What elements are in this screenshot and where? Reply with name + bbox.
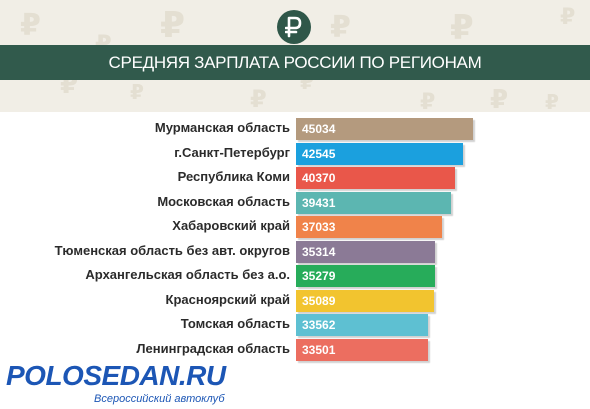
background-ruble-glyph: ₽	[560, 5, 576, 30]
category-label: Тюменская область без авт. округов	[54, 242, 290, 258]
chart-row: Московская область 39431	[0, 190, 590, 214]
chart-row: Хабаровский край 37033	[0, 214, 590, 238]
bar: 35279	[296, 265, 435, 287]
title-band: СРЕДНЯЯ ЗАРПЛАТА РОССИИ ПО РЕГИОНАМ	[0, 45, 590, 80]
background-ruble-glyph: ₽	[420, 90, 436, 115]
watermark: POLOSEDAN.RU Всероссийский автоклуб	[6, 360, 266, 409]
chart-row: г.Санкт-Петербург 42545	[0, 141, 590, 165]
category-label: Республика Коми	[177, 169, 290, 184]
bar-value-label: 45034	[302, 122, 336, 136]
background-ruble-glyph: ₽	[450, 8, 474, 48]
chart-row: Томская область 33562	[0, 312, 590, 336]
bar-value-label: 40370	[302, 171, 336, 185]
chart-row: Тюменская область без авт. округов 35314	[0, 239, 590, 263]
bar-value-label: 35314	[302, 244, 336, 259]
bar-value-label: 37033	[302, 220, 336, 234]
bar-value-label: 33562	[302, 318, 336, 332]
bar-value-label: 33501	[302, 342, 336, 357]
watermark-logo-text: POLOSEDAN.RU	[6, 360, 226, 391]
chart-area: Мурманская область 45034 г.Санкт-Петербург…	[0, 112, 590, 409]
category-label: г.Санкт-Петербург	[174, 144, 290, 160]
bar-value-label: 39431	[302, 195, 336, 210]
ruble-icon	[277, 10, 311, 44]
watermark-subtitle: Всероссийский автоклуб	[94, 393, 225, 405]
background-ruble-glyph: ₽	[160, 5, 186, 46]
bar: 42545	[296, 142, 463, 165]
background-ruble-glyph: ₽	[330, 10, 351, 45]
chart-title: СРЕДНЯЯ ЗАРПЛАТА РОССИИ ПО РЕГИОНАМ	[108, 52, 482, 72]
background-ruble-glyph: ₽	[20, 8, 41, 43]
bar-value-label: 35089	[302, 293, 336, 308]
bar-value-label: 35279	[302, 269, 336, 283]
chart-row: Республика Коми 40370	[0, 165, 590, 189]
chart-row: Мурманская область 45034	[0, 116, 590, 140]
bar: 35314	[296, 240, 435, 263]
category-label: Архангельская область без а.о.	[85, 267, 290, 282]
category-label: Красноярский край	[165, 291, 290, 307]
background-ruble-glyph: ₽	[130, 80, 144, 104]
bar: 35089	[296, 289, 434, 312]
bar: 45034	[296, 118, 473, 140]
background-ruble-glyph: ₽	[545, 90, 559, 114]
category-label: Ленинградская область	[136, 340, 290, 356]
chart-row: Архангельская область без а.о. 35279	[0, 263, 590, 287]
bar: 33501	[296, 338, 428, 361]
category-label: Хабаровский край	[172, 218, 290, 233]
bar: 40370	[296, 167, 455, 189]
bar: 39431	[296, 191, 451, 214]
bar: 33562	[296, 314, 428, 336]
background-ruble-glyph: ₽	[250, 85, 267, 113]
bar: 37033	[296, 216, 442, 238]
category-label: Томская область	[180, 316, 290, 331]
chart-row: Ленинградская область 33501	[0, 337, 590, 361]
chart-row: Красноярский край 35089	[0, 288, 590, 312]
category-label: Московская область	[157, 193, 290, 209]
bar-value-label: 42545	[302, 146, 336, 161]
background-ruble-glyph: ₽	[490, 85, 509, 115]
category-label: Мурманская область	[154, 120, 290, 135]
